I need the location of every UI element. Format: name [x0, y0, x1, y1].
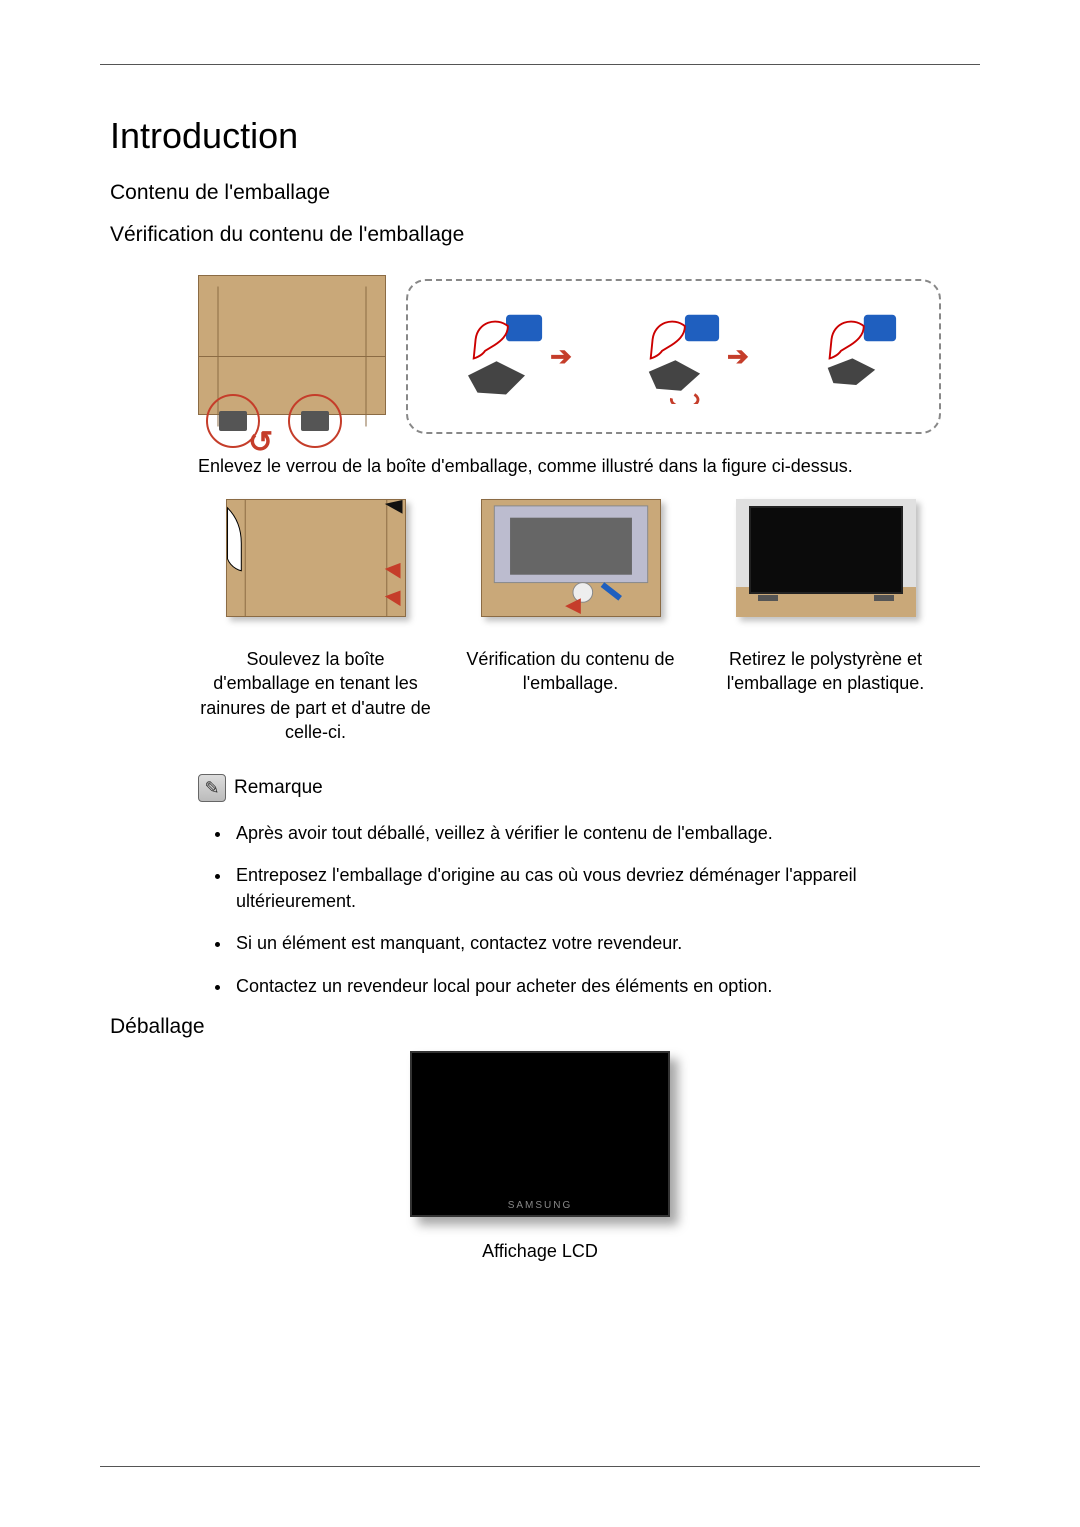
tv-brand-label: SAMSUNG	[508, 1200, 573, 1211]
page-title: Introduction	[110, 115, 980, 157]
note-item: Si un élément est manquant, contactez vo…	[232, 930, 980, 956]
lcd-illustration: SAMSUNG	[410, 1051, 670, 1217]
top-rule	[100, 64, 980, 65]
turn-arrow-icon: ↺	[248, 425, 273, 460]
section-deballage: Déballage	[110, 1015, 980, 1039]
lock-circle-icon	[288, 394, 342, 448]
unlock-steps-panel: ➔ ➔	[406, 279, 941, 434]
unlock-caption: Enlevez le verrou de la boîte d'emballag…	[198, 456, 980, 477]
arrow-right-icon: ➔	[550, 341, 572, 372]
arrow-right-icon: ➔	[727, 341, 749, 372]
note-item: Entreposez l'emballage d'origine au cas …	[232, 862, 980, 914]
hand-remove-icon	[803, 309, 898, 404]
note-item: Après avoir tout déballé, veillez à véri…	[232, 820, 980, 846]
section-contenu: Contenu de l'emballage	[110, 181, 980, 205]
figure-unlock-row: ↺ ➔	[198, 275, 980, 438]
hand-press-icon	[449, 309, 544, 404]
remark-heading: Remarque	[234, 777, 323, 799]
note-item: Contactez un revendeur local pour achete…	[232, 973, 980, 999]
lcd-caption: Affichage LCD	[405, 1241, 675, 1262]
lcd-figure: SAMSUNG Affichage LCD	[405, 1051, 675, 1262]
step2-illustration	[481, 499, 661, 617]
step1-illustration	[226, 499, 406, 617]
step3-label: Retirez le polystyrène et l'emballage en…	[708, 647, 943, 696]
package-box-illustration: ↺	[198, 275, 386, 438]
notes-list: Après avoir tout déballé, veillez à véri…	[232, 820, 980, 998]
note-icon: ✎	[198, 774, 226, 802]
hand-turn-icon	[626, 309, 721, 404]
bottom-rule	[100, 1466, 980, 1467]
steps-row: Soulevez la boîte d'emballage en tenant …	[198, 499, 980, 744]
step2-label: Vérification du contenu de l'emballage.	[453, 647, 688, 696]
step3-illustration	[736, 499, 916, 617]
step1-label: Soulevez la boîte d'emballage en tenant …	[198, 647, 433, 744]
section-verification: Vérification du contenu de l'emballage	[110, 223, 980, 247]
